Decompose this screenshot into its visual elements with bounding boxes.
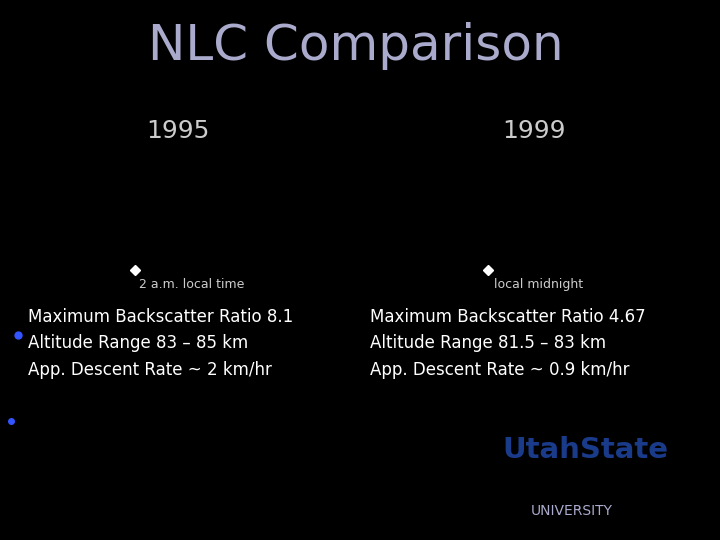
- Text: Maximum Backscatter Ratio 8.1
Altitude Range 83 – 85 km
App. Descent Rate ~ 2 km: Maximum Backscatter Ratio 8.1 Altitude R…: [29, 308, 294, 379]
- Text: 1995: 1995: [146, 119, 210, 143]
- Text: UNIVERSITY: UNIVERSITY: [531, 504, 613, 518]
- Text: Maximum Backscatter Ratio 4.67
Altitude Range 81.5 – 83 km
App. Descent Rate ~ 0: Maximum Backscatter Ratio 4.67 Altitude …: [370, 308, 646, 379]
- Text: UtahState: UtahState: [502, 436, 668, 464]
- Text: local midnight: local midnight: [494, 278, 582, 291]
- Text: 1999: 1999: [503, 119, 566, 143]
- Text: NLC Comparison: NLC Comparison: [148, 22, 564, 70]
- Text: 2 a.m. local time: 2 a.m. local time: [139, 278, 244, 291]
